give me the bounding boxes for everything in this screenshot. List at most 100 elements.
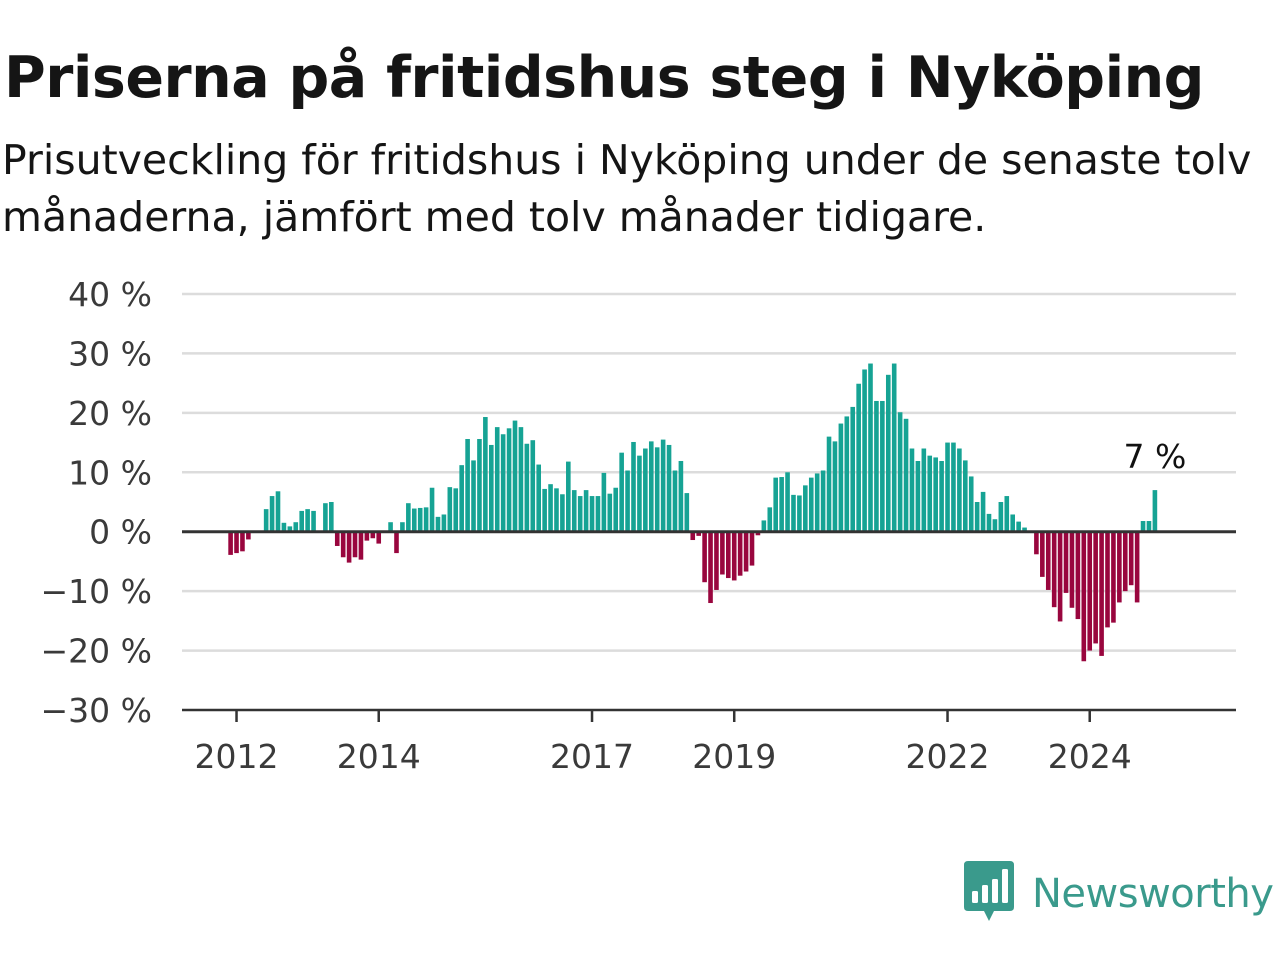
value-annotation: 7 % — [1123, 437, 1186, 476]
bar — [1081, 531, 1087, 662]
bar — [992, 519, 998, 532]
bar — [1140, 521, 1146, 532]
bar — [483, 417, 488, 532]
bar — [832, 441, 838, 532]
bar — [376, 531, 382, 544]
bar — [601, 472, 607, 532]
bar — [743, 531, 749, 572]
bar — [299, 510, 304, 532]
bar — [808, 477, 814, 532]
x-tick-label: 2024 — [1048, 737, 1132, 776]
bar — [459, 465, 464, 532]
bar — [939, 460, 944, 532]
bar — [447, 487, 453, 532]
bar — [690, 531, 696, 541]
axes — [182, 530, 1236, 722]
annotations: 7 % — [1123, 437, 1186, 476]
y-tick-label: −30 % — [41, 691, 153, 730]
bar — [1093, 531, 1098, 644]
y-tick-label: 40 % — [68, 275, 152, 314]
bar — [1152, 490, 1158, 532]
bar — [1105, 531, 1110, 628]
bar — [820, 470, 826, 532]
bar — [542, 488, 547, 532]
bar — [654, 447, 660, 532]
bar — [234, 531, 239, 554]
bar — [524, 443, 530, 532]
bar — [560, 494, 565, 532]
x-axis-labels: 2012 2014 2017 2019 2022 2024 — [195, 737, 1132, 776]
bar — [1051, 531, 1057, 608]
bar — [334, 531, 340, 546]
bar — [240, 531, 245, 552]
bar — [761, 520, 767, 532]
bar — [862, 369, 867, 532]
y-tick-label: 20 % — [68, 394, 152, 433]
bar — [909, 448, 915, 532]
bar — [441, 514, 447, 532]
bar — [968, 476, 974, 532]
x-tick-label: 2019 — [692, 737, 776, 776]
bar — [648, 441, 654, 532]
bar — [1122, 531, 1128, 592]
bar — [1010, 514, 1015, 532]
bar — [980, 491, 986, 532]
bar — [737, 531, 743, 576]
bar — [897, 412, 903, 532]
bar — [720, 531, 725, 575]
bar — [269, 496, 275, 532]
bar — [1117, 531, 1122, 603]
bar — [548, 484, 553, 532]
bar — [838, 423, 844, 532]
bar — [684, 493, 690, 532]
bar — [1075, 531, 1081, 620]
bar — [1034, 531, 1039, 555]
y-axis-labels: 40 % 30 % 20 % 10 % 0 % −10 % −20 % −30 % — [41, 275, 153, 730]
bar — [625, 470, 630, 532]
bar — [364, 531, 370, 541]
bar — [583, 490, 589, 532]
bar — [619, 452, 624, 532]
bar — [417, 507, 423, 532]
bar — [678, 460, 684, 532]
bar — [696, 531, 701, 536]
bar — [998, 502, 1004, 532]
bar — [945, 442, 950, 532]
bar — [1004, 496, 1010, 532]
bar — [536, 464, 541, 532]
bar — [423, 507, 429, 532]
bar — [874, 400, 879, 532]
bar — [607, 493, 613, 532]
bar — [293, 522, 299, 532]
y-tick-label: −20 % — [41, 632, 153, 671]
newsworthy-brand: Newsworthy — [964, 861, 1274, 926]
bar — [554, 488, 559, 532]
bar — [577, 496, 583, 532]
bar — [406, 503, 411, 532]
bar — [323, 503, 328, 532]
bar — [951, 442, 956, 532]
bar — [791, 494, 796, 532]
bar — [814, 473, 820, 532]
bar — [803, 485, 808, 532]
bar — [903, 418, 909, 532]
bar — [566, 461, 571, 532]
y-tick-label: 0 % — [89, 513, 152, 552]
bar — [494, 427, 500, 532]
bar — [726, 531, 731, 579]
bar — [429, 487, 435, 532]
bar — [1040, 531, 1045, 577]
bar — [613, 487, 619, 532]
bar — [388, 522, 393, 532]
bar — [1134, 531, 1140, 603]
bar — [957, 448, 962, 532]
bar — [986, 513, 992, 532]
chart-title: Priserna på fritidshus steg i Nyköping — [4, 45, 1205, 111]
bar — [1146, 521, 1152, 532]
bar — [643, 448, 648, 532]
chart-subtitle: Prisutveckling för fritidshus i Nyköping… — [2, 136, 1252, 241]
bar — [281, 522, 287, 532]
bar — [785, 472, 790, 532]
bar — [471, 460, 476, 532]
bar — [275, 491, 281, 532]
